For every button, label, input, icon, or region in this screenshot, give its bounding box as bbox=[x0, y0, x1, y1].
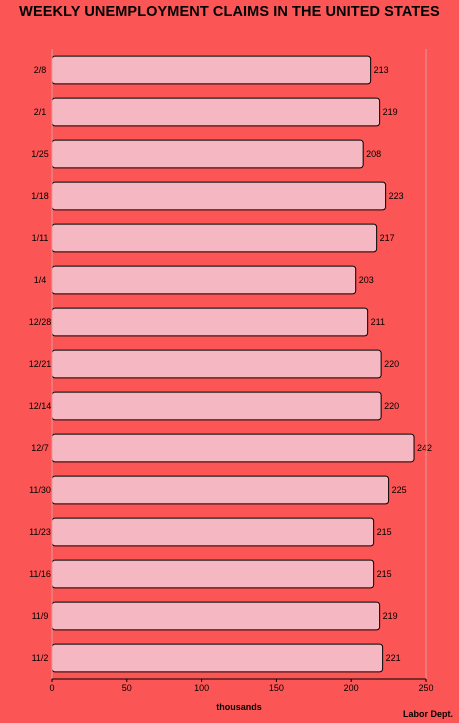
value-label: 217 bbox=[380, 233, 395, 243]
category-label: 1/4 bbox=[34, 275, 47, 285]
category-label: 1/25 bbox=[31, 149, 49, 159]
x-tick-label: 250 bbox=[418, 683, 433, 693]
bar-11-2 bbox=[51, 643, 384, 673]
bar-2-1 bbox=[51, 97, 381, 127]
value-label: 215 bbox=[377, 527, 392, 537]
value-labels-group: 213 219 208 223 217 203 211 220 220 242 225 215 215 2… bbox=[359, 65, 432, 663]
value-label: 203 bbox=[359, 275, 374, 285]
value-label: 223 bbox=[389, 191, 404, 201]
value-label: 220 bbox=[384, 359, 399, 369]
x-tick-label: 100 bbox=[194, 683, 209, 693]
bar-12-21 bbox=[51, 349, 382, 379]
category-label: 11/23 bbox=[29, 527, 51, 537]
category-label: 12/21 bbox=[29, 359, 52, 369]
category-label: 11/16 bbox=[29, 569, 51, 579]
category-label: 2/1 bbox=[34, 107, 47, 117]
category-label: 12/7 bbox=[31, 443, 49, 453]
value-label: 213 bbox=[374, 65, 389, 75]
category-label: 1/18 bbox=[31, 191, 49, 201]
value-label: 211 bbox=[371, 317, 385, 327]
bar-12-28 bbox=[51, 307, 369, 337]
x-tick-label: 50 bbox=[122, 683, 132, 693]
source-note: Labor Dept. bbox=[402, 709, 453, 719]
category-label: 1/11 bbox=[32, 233, 49, 243]
value-label: 242 bbox=[417, 443, 432, 453]
bar-11-23 bbox=[51, 517, 375, 547]
value-label: 219 bbox=[383, 107, 398, 117]
bar-12-14 bbox=[51, 391, 382, 421]
value-label: 208 bbox=[366, 149, 381, 159]
bar-2-8 bbox=[51, 55, 372, 85]
bar-12-7 bbox=[51, 433, 415, 463]
category-label: 12/28 bbox=[29, 317, 52, 327]
x-tick-label: 0 bbox=[49, 683, 54, 693]
category-label: 11/2 bbox=[32, 653, 49, 663]
value-label: 219 bbox=[383, 611, 398, 621]
bar-1-25 bbox=[51, 139, 364, 169]
bar-11-30 bbox=[51, 475, 390, 505]
bar-1-11 bbox=[51, 223, 378, 253]
chart-title: WEEKLY UNEMPLOYMENT CLAIMS IN THE UNITED… bbox=[19, 4, 440, 20]
x-axis: 0 50 100 150 200 250 bbox=[49, 49, 434, 693]
x-tick-label: 200 bbox=[344, 683, 359, 693]
value-label: 221 bbox=[386, 653, 401, 663]
value-label: 225 bbox=[392, 485, 407, 495]
bar-11-9 bbox=[51, 601, 381, 631]
bar-1-18 bbox=[51, 181, 387, 211]
bar-11-16 bbox=[51, 559, 375, 589]
category-labels-group: 2/8 2/1 1/25 1/18 1/11 1/4 12/28 12/21 12/14 12/7… bbox=[29, 65, 52, 663]
category-label: 2/8 bbox=[34, 65, 47, 75]
category-label: 12/14 bbox=[29, 401, 52, 411]
x-axis-label: thousands bbox=[216, 702, 262, 712]
category-label: 11/30 bbox=[29, 485, 51, 495]
category-label: 11/9 bbox=[32, 611, 49, 621]
bar-1-4 bbox=[51, 265, 357, 295]
x-tick-label: 150 bbox=[269, 683, 284, 693]
value-label: 215 bbox=[377, 569, 392, 579]
bars-group bbox=[51, 55, 415, 673]
value-label: 220 bbox=[384, 401, 399, 411]
